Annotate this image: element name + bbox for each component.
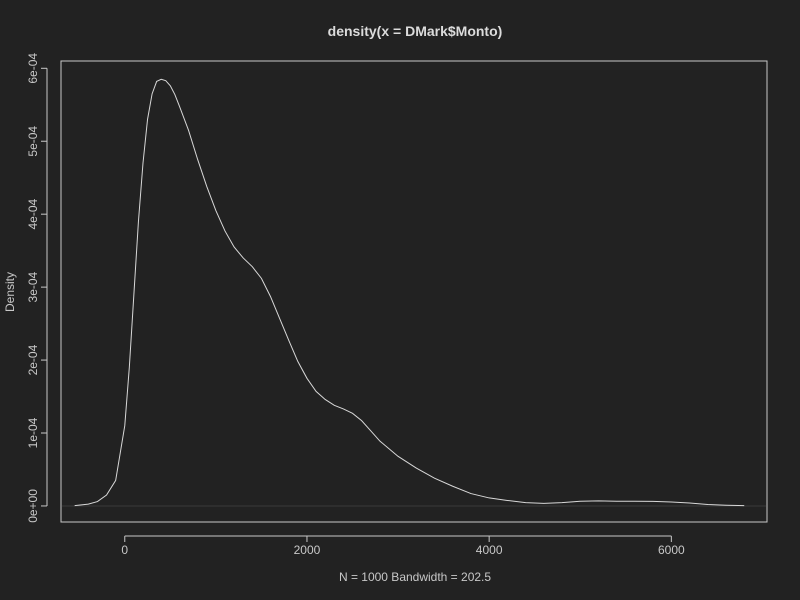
y-tick-label: 1e-04 [26, 417, 40, 448]
chart-title: density(x = DMark$Monto) [328, 23, 503, 39]
y-tick-label: 0e+00 [26, 489, 40, 523]
y-tick-label: 6e-04 [26, 53, 40, 84]
x-axis: 0 2000 4000 6000 [121, 535, 685, 557]
plot-frame [60, 60, 768, 523]
x-tick-label: 0 [121, 543, 128, 557]
x-axis-label: N = 1000 Bandwidth = 202.5 [339, 570, 491, 584]
y-tick-label: 5e-04 [26, 126, 40, 157]
x-tick-label: 4000 [476, 543, 503, 557]
y-tick-label: 2e-04 [26, 344, 40, 375]
density-curve [74, 78, 745, 507]
x-tick-label: 6000 [658, 543, 685, 557]
y-axis: 0e+00 1e-04 2e-04 3e-04 4e-04 5e-04 6e-04 [26, 53, 48, 523]
y-tick-label: 4e-04 [26, 199, 40, 230]
x-tick-label: 2000 [294, 543, 321, 557]
y-axis-label: Density [3, 272, 17, 312]
y-tick-label: 3e-04 [26, 271, 40, 302]
